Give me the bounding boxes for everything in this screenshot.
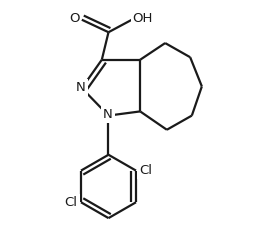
Text: Cl: Cl: [139, 164, 152, 177]
Text: N: N: [76, 81, 86, 94]
Text: OH: OH: [133, 12, 153, 25]
Text: N: N: [103, 108, 112, 121]
Text: Cl: Cl: [65, 196, 78, 209]
Text: O: O: [69, 12, 79, 25]
